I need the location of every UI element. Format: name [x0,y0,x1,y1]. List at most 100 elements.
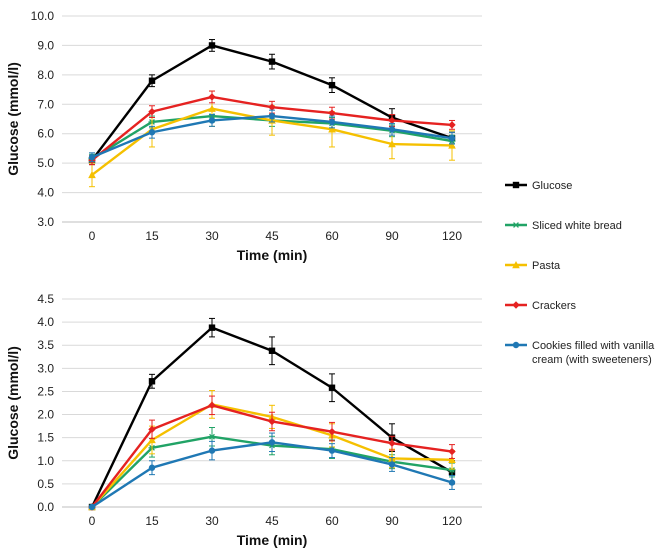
x-tick-label: 120 [442,514,462,528]
data-point [388,461,396,468]
series-3 [88,90,456,166]
x-tick-label: 30 [205,229,219,243]
x-tick-label: 90 [385,229,399,243]
data-point [388,116,396,125]
data-point [448,447,456,456]
x-tick-label: 15 [145,514,159,528]
series-3 [88,395,456,511]
legend-label: Sliced white bread [532,220,622,232]
y-tick-label: 5.0 [37,156,54,170]
data-point [148,435,156,444]
y-tick-label: 9.0 [37,38,54,52]
x-axis-title: Time (min) [237,247,308,263]
data-point [268,347,276,354]
legend-marker [512,181,520,189]
data-point [208,117,216,124]
y-tick-label: 0.5 [37,477,54,491]
legend-label: cream (with sweeteners) [532,354,652,366]
legend-item: Crackers [505,300,577,312]
data-point [448,455,456,464]
y-tick-label: 2.5 [37,384,54,398]
y-tick-label: 4.5 [37,292,54,306]
data-point [448,467,456,473]
x-tick-label: 0 [89,229,96,243]
data-point [208,93,216,101]
x-tick-label: 120 [442,229,462,243]
data-point [148,425,156,434]
data-point [268,58,276,65]
y-tick-label: 4.0 [37,315,54,329]
data-point [268,417,276,426]
x-tick-label: 45 [265,229,279,243]
legend-marker [512,222,520,228]
data-point [208,447,216,454]
legend-marker [512,341,520,349]
legend-marker [512,261,520,269]
data-point [328,384,336,391]
y-tick-label: 3.0 [37,215,54,229]
x-tick-label: 60 [325,229,339,243]
data-point [88,503,96,511]
data-point [328,118,336,126]
legend-item: Glucose [505,180,572,192]
data-point [148,129,156,136]
series-4 [88,432,456,511]
data-point-stroke [209,433,215,440]
y-tick-label: 1.5 [37,431,54,445]
data-point [388,126,396,133]
chart-bottom: 0.0 0.5 1.0 1.5 2.0 2.5 3.0 3.5 4.0 4.5 0 15 30 45 60 9… [5,292,482,548]
data-point [148,107,156,116]
y-tick-label: 4.0 [37,186,54,200]
data-point [388,140,396,148]
data-point [208,42,216,49]
legend-label: Crackers [532,300,577,312]
legend-item: Cookies filled with vanilla cream (with s… [505,340,655,366]
legend-marker-stroke [513,222,519,228]
y-tick-label: 2.0 [37,408,54,422]
data-point [88,170,96,179]
data-point [268,103,276,111]
y-tick-label: 10.0 [31,9,55,23]
data-point [328,427,336,436]
data-point [148,77,156,84]
data-point [148,378,156,385]
y-axis-title: Glucose (mmol/l) [5,346,21,460]
y-axis-title: Glucose (mmol/l) [5,62,21,176]
y-tick-label: 1.0 [37,454,54,468]
data-point [88,154,96,161]
data-point [448,141,456,149]
legend-item: Sliced white bread [505,220,622,232]
data-point [388,439,396,447]
y-tick-label: 7.0 [37,97,54,111]
y-tick-label: 3.0 [37,361,54,375]
legend-marker [512,301,520,309]
data-point [448,121,456,129]
data-point [328,125,336,133]
data-point-stroke [449,467,455,473]
y-tick-label: 6.0 [37,127,54,141]
x-tick-label: 30 [205,514,219,528]
data-point [328,81,336,89]
data-point [208,324,216,331]
y-tick-label: 3.5 [37,338,54,352]
data-point [328,447,336,454]
data-point [208,433,216,440]
legend-label: Pasta [532,260,561,272]
legend-label: Glucose [532,180,572,192]
chart-top: 3.0 4.0 5.0 6.0 7.0 8.0 9.0 10.0 0 15 30 45 60 90 120 T… [5,9,482,263]
y-tick-label: 8.0 [37,68,54,82]
data-point [148,464,156,471]
data-point [328,109,336,117]
data-point [208,401,216,410]
data-point [208,104,216,112]
x-tick-label: 15 [145,229,159,243]
y-tick-label: 0.0 [37,500,54,514]
x-tick-label: 0 [89,514,96,528]
x-tick-label: 45 [265,514,279,528]
legend-label: Cookies filled with vanilla [532,340,655,352]
x-tick-label: 60 [325,514,339,528]
legend-item: Pasta [505,260,561,272]
x-axis-title: Time (min) [237,532,308,548]
data-point [268,439,276,446]
